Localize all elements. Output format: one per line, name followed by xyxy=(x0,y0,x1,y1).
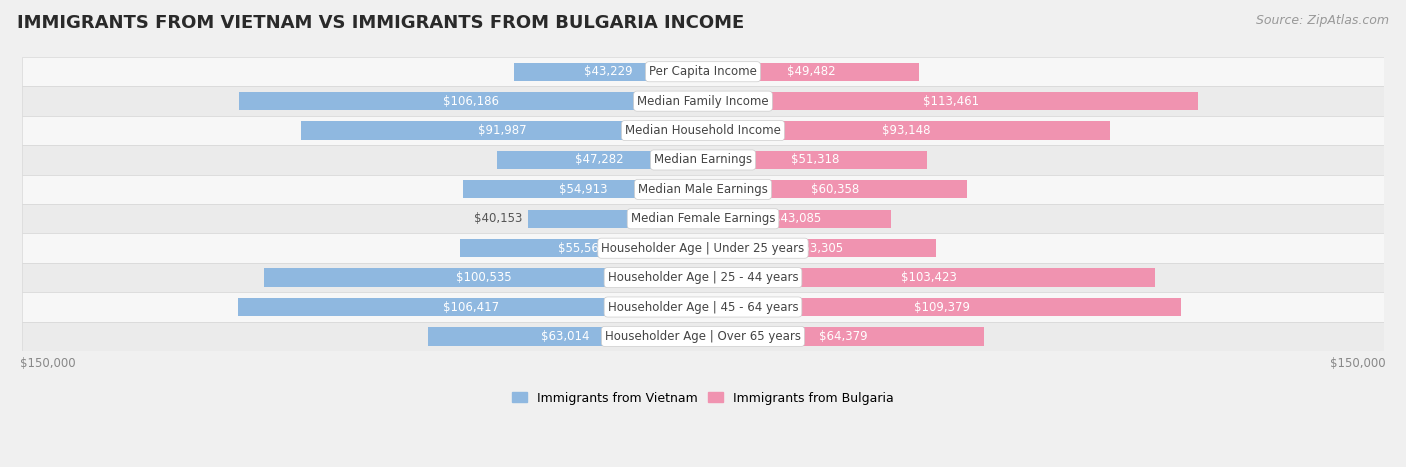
FancyBboxPatch shape xyxy=(22,322,1384,351)
Bar xyxy=(703,298,1181,316)
Text: $91,987: $91,987 xyxy=(478,124,526,137)
Text: Median Earnings: Median Earnings xyxy=(654,154,752,166)
Bar xyxy=(239,92,703,110)
Text: $43,085: $43,085 xyxy=(773,212,821,225)
Text: $40,153: $40,153 xyxy=(474,212,523,225)
Text: $51,318: $51,318 xyxy=(790,154,839,166)
Text: $47,282: $47,282 xyxy=(575,154,624,166)
Bar xyxy=(703,92,1198,110)
Text: $93,148: $93,148 xyxy=(882,124,931,137)
Text: Householder Age | Over 65 years: Householder Age | Over 65 years xyxy=(605,330,801,343)
Text: $106,186: $106,186 xyxy=(443,95,499,108)
Text: Per Capita Income: Per Capita Income xyxy=(650,65,756,78)
Bar xyxy=(703,63,920,81)
Bar xyxy=(515,63,703,81)
Text: Householder Age | Under 25 years: Householder Age | Under 25 years xyxy=(602,242,804,255)
Text: Source: ZipAtlas.com: Source: ZipAtlas.com xyxy=(1256,14,1389,27)
Bar xyxy=(703,180,966,198)
Bar xyxy=(703,327,984,346)
Bar xyxy=(527,210,703,228)
Text: $54,913: $54,913 xyxy=(558,183,607,196)
Text: $55,562: $55,562 xyxy=(558,242,606,255)
Text: Householder Age | 25 - 44 years: Householder Age | 25 - 44 years xyxy=(607,271,799,284)
Bar xyxy=(264,269,703,287)
Text: $109,379: $109,379 xyxy=(914,300,970,313)
Bar xyxy=(703,269,1154,287)
FancyBboxPatch shape xyxy=(22,263,1384,292)
FancyBboxPatch shape xyxy=(22,145,1384,175)
Text: $53,305: $53,305 xyxy=(796,242,844,255)
Bar xyxy=(301,121,703,140)
Text: $103,423: $103,423 xyxy=(901,271,956,284)
Text: Median Household Income: Median Household Income xyxy=(626,124,780,137)
Text: $106,417: $106,417 xyxy=(443,300,499,313)
FancyBboxPatch shape xyxy=(22,57,1384,86)
Bar xyxy=(703,121,1109,140)
Bar xyxy=(463,180,703,198)
Legend: Immigrants from Vietnam, Immigrants from Bulgaria: Immigrants from Vietnam, Immigrants from… xyxy=(508,387,898,410)
Bar xyxy=(703,239,936,257)
FancyBboxPatch shape xyxy=(22,292,1384,322)
Bar xyxy=(239,298,703,316)
Text: $63,014: $63,014 xyxy=(541,330,589,343)
FancyBboxPatch shape xyxy=(22,175,1384,204)
Bar xyxy=(427,327,703,346)
Bar xyxy=(496,151,703,169)
Text: $60,358: $60,358 xyxy=(811,183,859,196)
Text: Median Family Income: Median Family Income xyxy=(637,95,769,108)
Text: IMMIGRANTS FROM VIETNAM VS IMMIGRANTS FROM BULGARIA INCOME: IMMIGRANTS FROM VIETNAM VS IMMIGRANTS FR… xyxy=(17,14,744,32)
FancyBboxPatch shape xyxy=(22,86,1384,116)
FancyBboxPatch shape xyxy=(22,204,1384,234)
FancyBboxPatch shape xyxy=(22,234,1384,263)
Text: $43,229: $43,229 xyxy=(585,65,633,78)
Bar xyxy=(703,210,891,228)
Text: $49,482: $49,482 xyxy=(787,65,835,78)
Text: $64,379: $64,379 xyxy=(820,330,868,343)
FancyBboxPatch shape xyxy=(22,116,1384,145)
Bar xyxy=(703,151,927,169)
Text: Median Male Earnings: Median Male Earnings xyxy=(638,183,768,196)
Bar xyxy=(460,239,703,257)
Text: $100,535: $100,535 xyxy=(456,271,512,284)
Text: $113,461: $113,461 xyxy=(922,95,979,108)
Text: Median Female Earnings: Median Female Earnings xyxy=(631,212,775,225)
Text: Householder Age | 45 - 64 years: Householder Age | 45 - 64 years xyxy=(607,300,799,313)
